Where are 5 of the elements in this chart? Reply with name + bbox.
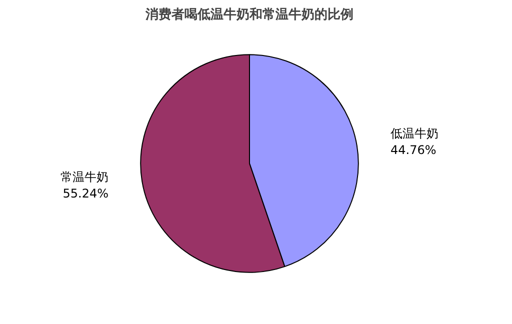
slice-label: 常温牛奶	[60, 170, 109, 184]
data-label: 44.76%	[390, 143, 436, 158]
data-label: 55.24%	[62, 186, 109, 201]
slice-label: 低温牛奶	[390, 126, 438, 140]
chart-title: 消费者喝低温牛奶和常温牛奶的比例	[144, 6, 354, 22]
